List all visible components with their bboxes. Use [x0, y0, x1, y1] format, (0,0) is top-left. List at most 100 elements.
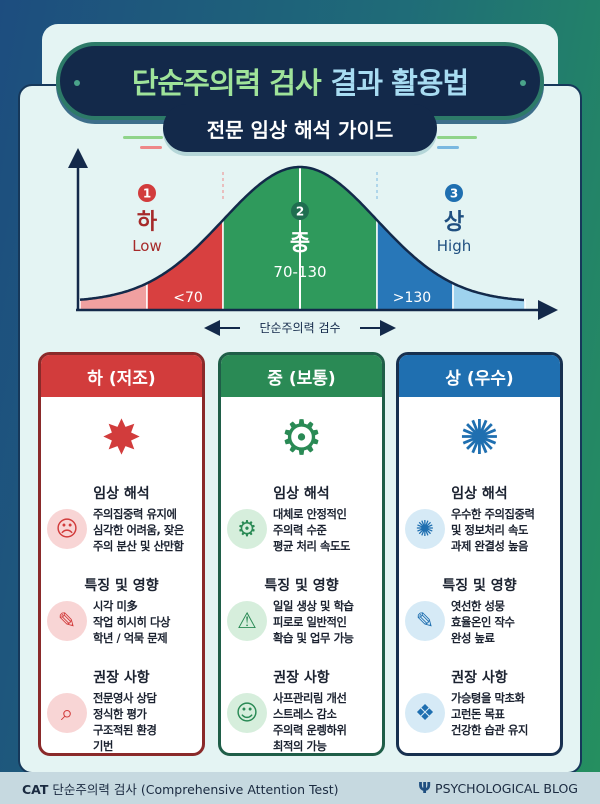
section-heading: 임상 해석 — [273, 486, 330, 502]
text-line: 확습 및 업무 가능 — [273, 632, 354, 645]
card-header: 중 (보통) — [221, 355, 382, 397]
calendar-warning-icon: ⚠ — [227, 601, 267, 641]
card-section: 임상 해석 ☹ 주의집중력 유지에 심각한 어려움, 잦은 주의 분산 및 산만함 — [41, 483, 202, 571]
brain-telescope-icon: ✺ — [405, 509, 445, 549]
text-line: 전문영사 상담 — [93, 692, 157, 705]
text-line: 구조적된 환경 — [93, 724, 157, 737]
level-card: 중 (보통) ⚙ 임상 해석 ⚙ 대체로 안정적인 주의력 수준 평균 처리 속도도 특징… — [218, 352, 385, 756]
text-line: 효율온인 작수 — [451, 616, 515, 629]
brain-telescope-icon: ✺ — [459, 410, 500, 466]
section-heading: 특징 및 영향 — [84, 578, 159, 594]
text-line: 고런돈 목표 — [451, 708, 505, 721]
card-section: 임상 해석 ✺ 우수한 주의집중력 및 정보처리 속도 과제 완결성 높음 — [399, 483, 560, 571]
section-text: 시각 미多 작업 히시히 다상 학년 / 억묵 문제 — [93, 599, 170, 647]
text-line: 작업 히시히 다상 — [93, 616, 171, 629]
x-axis-label: 단순주의력 검수 — [259, 321, 340, 335]
card-section: 권장 사항 ⌕ 전문영사 상담 정식한 평가 구조적된 환경 기번 — [41, 667, 202, 753]
subtitle: 전문 임상 해석 가이드 — [163, 104, 437, 152]
section-heading: 특징 및 영향 — [264, 578, 339, 594]
section-heading: 임상 해석 — [93, 486, 150, 502]
text-line: 사프관리림 개선 — [273, 692, 347, 705]
psi-icon: Ψ — [418, 779, 432, 797]
section-heading: 권장 사항 — [93, 670, 150, 686]
clipboard-magnifier-icon: ⌕ — [47, 693, 87, 733]
card-section: 특징 및 영향 ⚠ 일일 생상 및 학습 피로로 일반적인 확습 및 업무 가능 — [221, 575, 382, 663]
text-line: 및 정보처리 속도 — [451, 524, 529, 537]
text-line: 학년 / 억묵 문제 — [93, 632, 168, 645]
section-heading: 권장 사항 — [273, 670, 330, 686]
text-line: 주의력 운렝하위 — [273, 724, 347, 737]
mid-label: 중 — [290, 231, 310, 256]
distracted-head-icon: ☹ — [47, 509, 87, 549]
hands-gem-icon: ❖ — [405, 693, 445, 733]
text-line: 대체로 안정적인 — [273, 508, 347, 521]
mid-badge — [291, 202, 309, 220]
person-gears-icon: ⚙ — [279, 410, 324, 466]
text-line: 일일 생상 및 학습 — [273, 600, 354, 613]
footer-blog: PSYCHOLOGICAL BLOG — [435, 781, 578, 796]
level-card: 상 (우수) ✺ 임상 해석 ✺ 우수한 주의집중력 및 정보처리 속도 과제 완결성 … — [396, 352, 563, 756]
footer-left: CAT 단순주의력 검사 (Comprehensive Attention Te… — [22, 779, 339, 798]
footer: CAT 단순주의력 검사 (Comprehensive Attention Te… — [0, 772, 600, 804]
gear-clock-icon: ⚙ — [227, 509, 267, 549]
high-badge — [445, 184, 463, 202]
text-line: 주의력 수준 — [273, 524, 327, 537]
bell-curve — [79, 165, 525, 302]
title-dot — [520, 80, 526, 86]
low-label: 하 — [137, 210, 158, 235]
text-line: 완성 높료 — [451, 632, 495, 645]
text-line: 가승텽을 막초화 — [451, 692, 525, 705]
title-dot — [74, 80, 80, 86]
calm-person-icon: ☺ — [227, 693, 267, 733]
section-heading: 권장 사항 — [451, 670, 508, 686]
high-en: High — [437, 237, 471, 255]
low-num: 1 — [143, 187, 151, 201]
text-line: 엿선한 성뭉 — [451, 600, 505, 613]
card-header: 하 (저조) — [41, 355, 202, 397]
card-section: 특징 및 영향 ✎ 시각 미多 작업 히시히 다상 학년 / 억묵 문제 — [41, 575, 202, 663]
title-part2: 결과 활용법 — [330, 66, 469, 100]
card-section: 임상 해석 ⚙ 대체로 안정적인 주의력 수준 평균 처리 속도도 — [221, 483, 382, 571]
checklist-pencil-icon: ✎ — [47, 601, 87, 641]
low-en: Low — [132, 237, 162, 255]
card-section: 권장 사항 ☺ 사프관리림 개선 스트레스 감소 주의력 운렝하위 최적의 가능 — [221, 667, 382, 753]
footer-text: 단순주의력 검사 (Comprehensive Attention Test) — [52, 781, 339, 797]
text-line: 우수한 주의집중력 — [451, 508, 535, 521]
text-line: 피로로 일반적인 — [273, 616, 347, 629]
card-section: 권장 사항 ❖ 가승텽을 막초화 고런돈 목표 건강한 습관 유지 — [399, 667, 560, 753]
footer-right: Ψ PSYCHOLOGICAL BLOG — [418, 779, 578, 797]
mid-range: 70-130 — [273, 263, 326, 281]
card-section: 특징 및 영향 ✎ 엿선한 성뭉 효율온인 작수 완성 높료 — [399, 575, 560, 663]
decor-line — [437, 146, 459, 149]
text-line: 최적의 가능 — [273, 740, 327, 753]
card-hero: ✺ — [399, 397, 560, 479]
level-card: 하 (저조) ✸ 임상 해석 ☹ 주의집중력 유지에 심각한 어려움, 잦은 주의 분산… — [38, 352, 205, 756]
text-line: 주의 분산 및 산만함 — [93, 540, 184, 553]
high-label: 상 — [444, 210, 464, 235]
low-badge — [138, 184, 156, 202]
section-text: 가승텽을 막초화 고런돈 목표 건강한 습관 유지 — [451, 691, 528, 739]
decor-line — [437, 136, 477, 139]
broken-brain-icon: ✸ — [101, 410, 142, 466]
text-line: 심각한 어려움, 잦은 — [93, 524, 184, 537]
decor-line — [140, 146, 162, 149]
decor-line — [123, 136, 163, 139]
low-range: <70 — [173, 290, 203, 306]
text-line: 정식한 평가 — [93, 708, 147, 721]
text-line: 과제 완결성 높음 — [451, 540, 529, 553]
text-line: 평균 처리 속도도 — [273, 540, 351, 553]
section-heading: 임상 해석 — [451, 486, 508, 502]
title-part1: 단순주의력 검사 — [131, 66, 322, 100]
text-line: 주의집중력 유지에 — [93, 508, 177, 521]
section-heading: 특징 및 영향 — [442, 578, 517, 594]
text-line: 스트레스 감소 — [273, 708, 337, 721]
high-range: >130 — [393, 290, 431, 306]
text-line: 기번 — [93, 740, 113, 753]
